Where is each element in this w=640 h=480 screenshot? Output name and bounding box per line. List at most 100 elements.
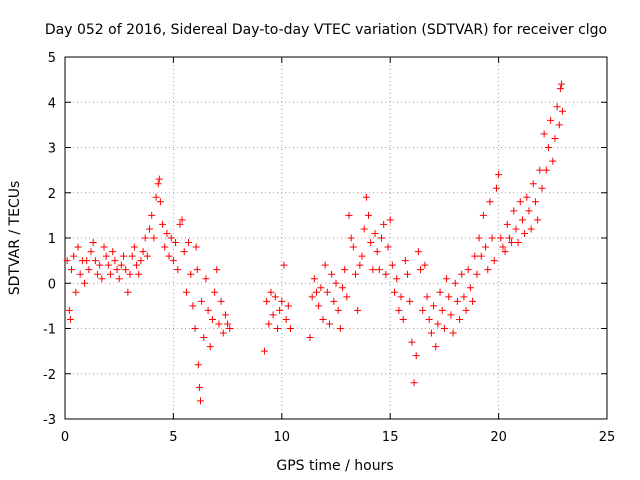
data-point: [401, 257, 409, 265]
data-point: [139, 248, 147, 256]
data-point: [176, 220, 184, 228]
data-point: [375, 266, 383, 274]
data-point: [388, 261, 396, 269]
data-point: [192, 243, 200, 251]
data-point: [83, 257, 91, 265]
data-point: [371, 229, 379, 237]
y-tick-label: 2: [48, 187, 56, 202]
data-point: [111, 257, 119, 265]
data-point: [191, 325, 199, 332]
data-point: [349, 243, 357, 251]
data-point: [354, 306, 362, 314]
data-point: [269, 311, 277, 319]
data-point: [538, 184, 546, 192]
data-point: [159, 220, 167, 228]
data-point: [113, 266, 121, 274]
data-point: [343, 293, 351, 301]
y-tick-label: -3: [43, 413, 56, 428]
y-tick-label: -1: [43, 323, 56, 338]
x-tick-label: 10: [274, 430, 291, 445]
data-point: [412, 352, 420, 360]
data-point: [447, 311, 455, 319]
data-point: [445, 293, 453, 301]
data-point: [536, 166, 544, 174]
data-point: [378, 234, 386, 242]
data-point: [551, 134, 559, 142]
data-point: [276, 306, 284, 314]
data-point: [358, 252, 366, 260]
data-point: [221, 311, 229, 319]
data-point: [85, 266, 93, 274]
data-point: [312, 288, 320, 296]
data-point: [417, 266, 425, 274]
data-point: [104, 261, 112, 269]
data-point: [427, 329, 435, 337]
data-point: [120, 252, 128, 260]
data-point: [345, 211, 353, 219]
data-point: [490, 257, 498, 265]
data-point: [471, 252, 479, 260]
data-point: [63, 257, 71, 265]
data-point: [267, 288, 275, 296]
data-point: [477, 252, 485, 260]
y-tick-label: 5: [48, 51, 56, 66]
data-point: [462, 306, 470, 314]
data-point: [525, 207, 533, 215]
data-point: [414, 248, 422, 256]
data-point: [195, 383, 203, 391]
data-point: [488, 234, 496, 242]
data-point: [167, 234, 175, 242]
data-point: [559, 107, 567, 115]
data-point: [323, 288, 331, 296]
data-point: [347, 234, 355, 242]
x-tick-label: 0: [61, 430, 69, 445]
axis-ticks: 0 5 10 15 20 25 -3 -2 -1 0 1 2 3 4 5: [43, 51, 615, 445]
data-point: [523, 193, 531, 201]
data-point: [529, 180, 537, 188]
data-point: [397, 293, 405, 301]
data-point: [306, 334, 314, 342]
x-tick-label: 15: [382, 430, 399, 445]
data-point: [141, 234, 149, 242]
data-point: [440, 325, 448, 332]
y-tick-label: 1: [48, 232, 56, 247]
data-point: [102, 252, 110, 260]
data-point: [425, 315, 433, 323]
data-point: [408, 338, 416, 346]
data-point: [169, 257, 177, 265]
data-point: [438, 306, 446, 314]
data-point: [332, 279, 340, 287]
data-point: [443, 275, 451, 283]
data-point: [150, 234, 158, 242]
data-point: [516, 198, 524, 206]
data-point: [65, 306, 73, 314]
data-point: [172, 239, 180, 247]
data-point: [224, 320, 232, 328]
data-point: [518, 216, 526, 224]
x-axis-label: GPS time / hours: [276, 458, 393, 474]
data-point: [521, 229, 529, 237]
data-point: [449, 329, 457, 337]
data-point: [534, 216, 542, 224]
data-point: [182, 288, 190, 296]
data-point: [193, 266, 201, 274]
data-point: [341, 266, 349, 274]
data-point: [317, 284, 325, 292]
data-point: [384, 243, 392, 251]
data-point: [128, 252, 136, 260]
data-point: [68, 266, 76, 274]
data-point: [98, 275, 106, 283]
data-point: [310, 275, 318, 283]
data-point: [386, 216, 394, 224]
data-point: [508, 239, 516, 247]
data-point: [96, 261, 104, 269]
data-point: [458, 270, 466, 278]
data-point: [66, 315, 74, 323]
data-point: [156, 198, 164, 206]
data-point: [464, 266, 472, 274]
data-point: [321, 261, 329, 269]
data-point: [512, 225, 520, 233]
data-point: [165, 252, 173, 260]
data-point: [319, 315, 327, 323]
data-point: [200, 334, 208, 342]
